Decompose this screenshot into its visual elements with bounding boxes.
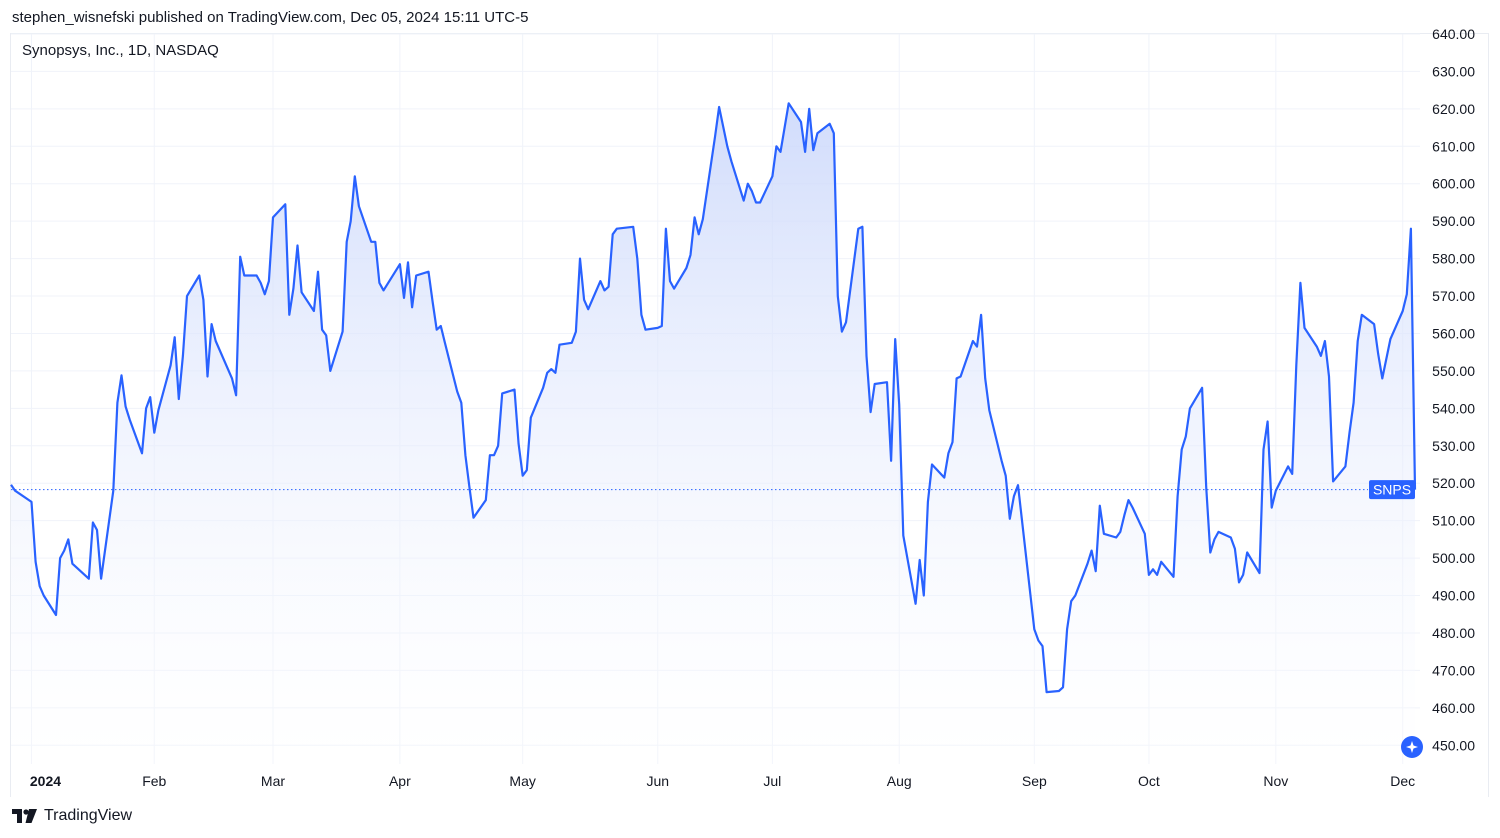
x-tick-label: Sep <box>1022 773 1047 789</box>
y-tick-label: 630.00 <box>1432 63 1475 79</box>
y-tick-label: 560.00 <box>1432 325 1475 341</box>
y-tick-label: 640.00 <box>1432 26 1475 42</box>
compass-icon <box>1406 741 1418 753</box>
y-tick-label: 490.00 <box>1432 588 1475 604</box>
x-tick-label: Aug <box>887 773 912 789</box>
x-tick-label: 2024 <box>30 773 61 789</box>
price-line <box>10 102 1417 694</box>
x-tick-label: Oct <box>1138 773 1160 789</box>
y-tick-label: 610.00 <box>1432 138 1475 154</box>
x-tick-label: Jul <box>763 773 781 789</box>
y-tick-label: 480.00 <box>1432 625 1475 641</box>
y-tick-label: 580.00 <box>1432 251 1475 267</box>
y-tick-label: 500.00 <box>1432 550 1475 566</box>
x-tick-label: Mar <box>261 773 285 789</box>
y-tick-label: 530.00 <box>1432 438 1475 454</box>
y-tick-label: 590.00 <box>1432 213 1475 229</box>
y-tick-label: 620.00 <box>1432 101 1475 117</box>
scroll-to-realtime-button[interactable] <box>1401 736 1423 758</box>
x-tick-label: Dec <box>1390 773 1415 789</box>
y-tick-label: 470.00 <box>1432 662 1475 678</box>
y-tick-label: 600.00 <box>1432 176 1475 192</box>
y-tick-label: 450.00 <box>1432 737 1475 753</box>
y-tick-label: 550.00 <box>1432 363 1475 379</box>
publisher-header: stephen_wisnefski published on TradingVi… <box>12 9 529 26</box>
x-tick-label: Nov <box>1263 773 1288 789</box>
symbol-price-label: SNPS <box>1369 480 1415 500</box>
symbol-label-text: SNPS <box>1373 482 1411 498</box>
x-tick-label: Jun <box>646 773 669 789</box>
symbol-label-background <box>1369 480 1415 500</box>
tradingview-logo-icon <box>12 809 37 823</box>
y-tick-label: 540.00 <box>1432 400 1475 416</box>
y-tick-label: 570.00 <box>1432 288 1475 304</box>
x-tick-label: Apr <box>389 773 411 789</box>
y-tick-label: 510.00 <box>1432 513 1475 529</box>
chart-title: Synopsys, Inc., 1D, NASDAQ <box>22 42 219 59</box>
y-tick-label: 520.00 <box>1432 475 1475 491</box>
price-area-fill <box>11 103 1415 765</box>
x-tick-label: May <box>509 773 535 789</box>
x-tick-label: Feb <box>142 773 166 789</box>
footer-brand[interactable]: TradingView <box>12 807 132 825</box>
footer-brand-text: TradingView <box>44 807 133 824</box>
y-axis[interactable]: 640.00 630.00 620.00 610.00 600.00 590.00 580.… <box>1432 26 1475 753</box>
y-tick-label: 460.00 <box>1432 700 1475 716</box>
x-axis[interactable]: 2024 Feb Mar Apr May Jun Jul Aug Sep Oct Nov Dec <box>30 773 1415 789</box>
